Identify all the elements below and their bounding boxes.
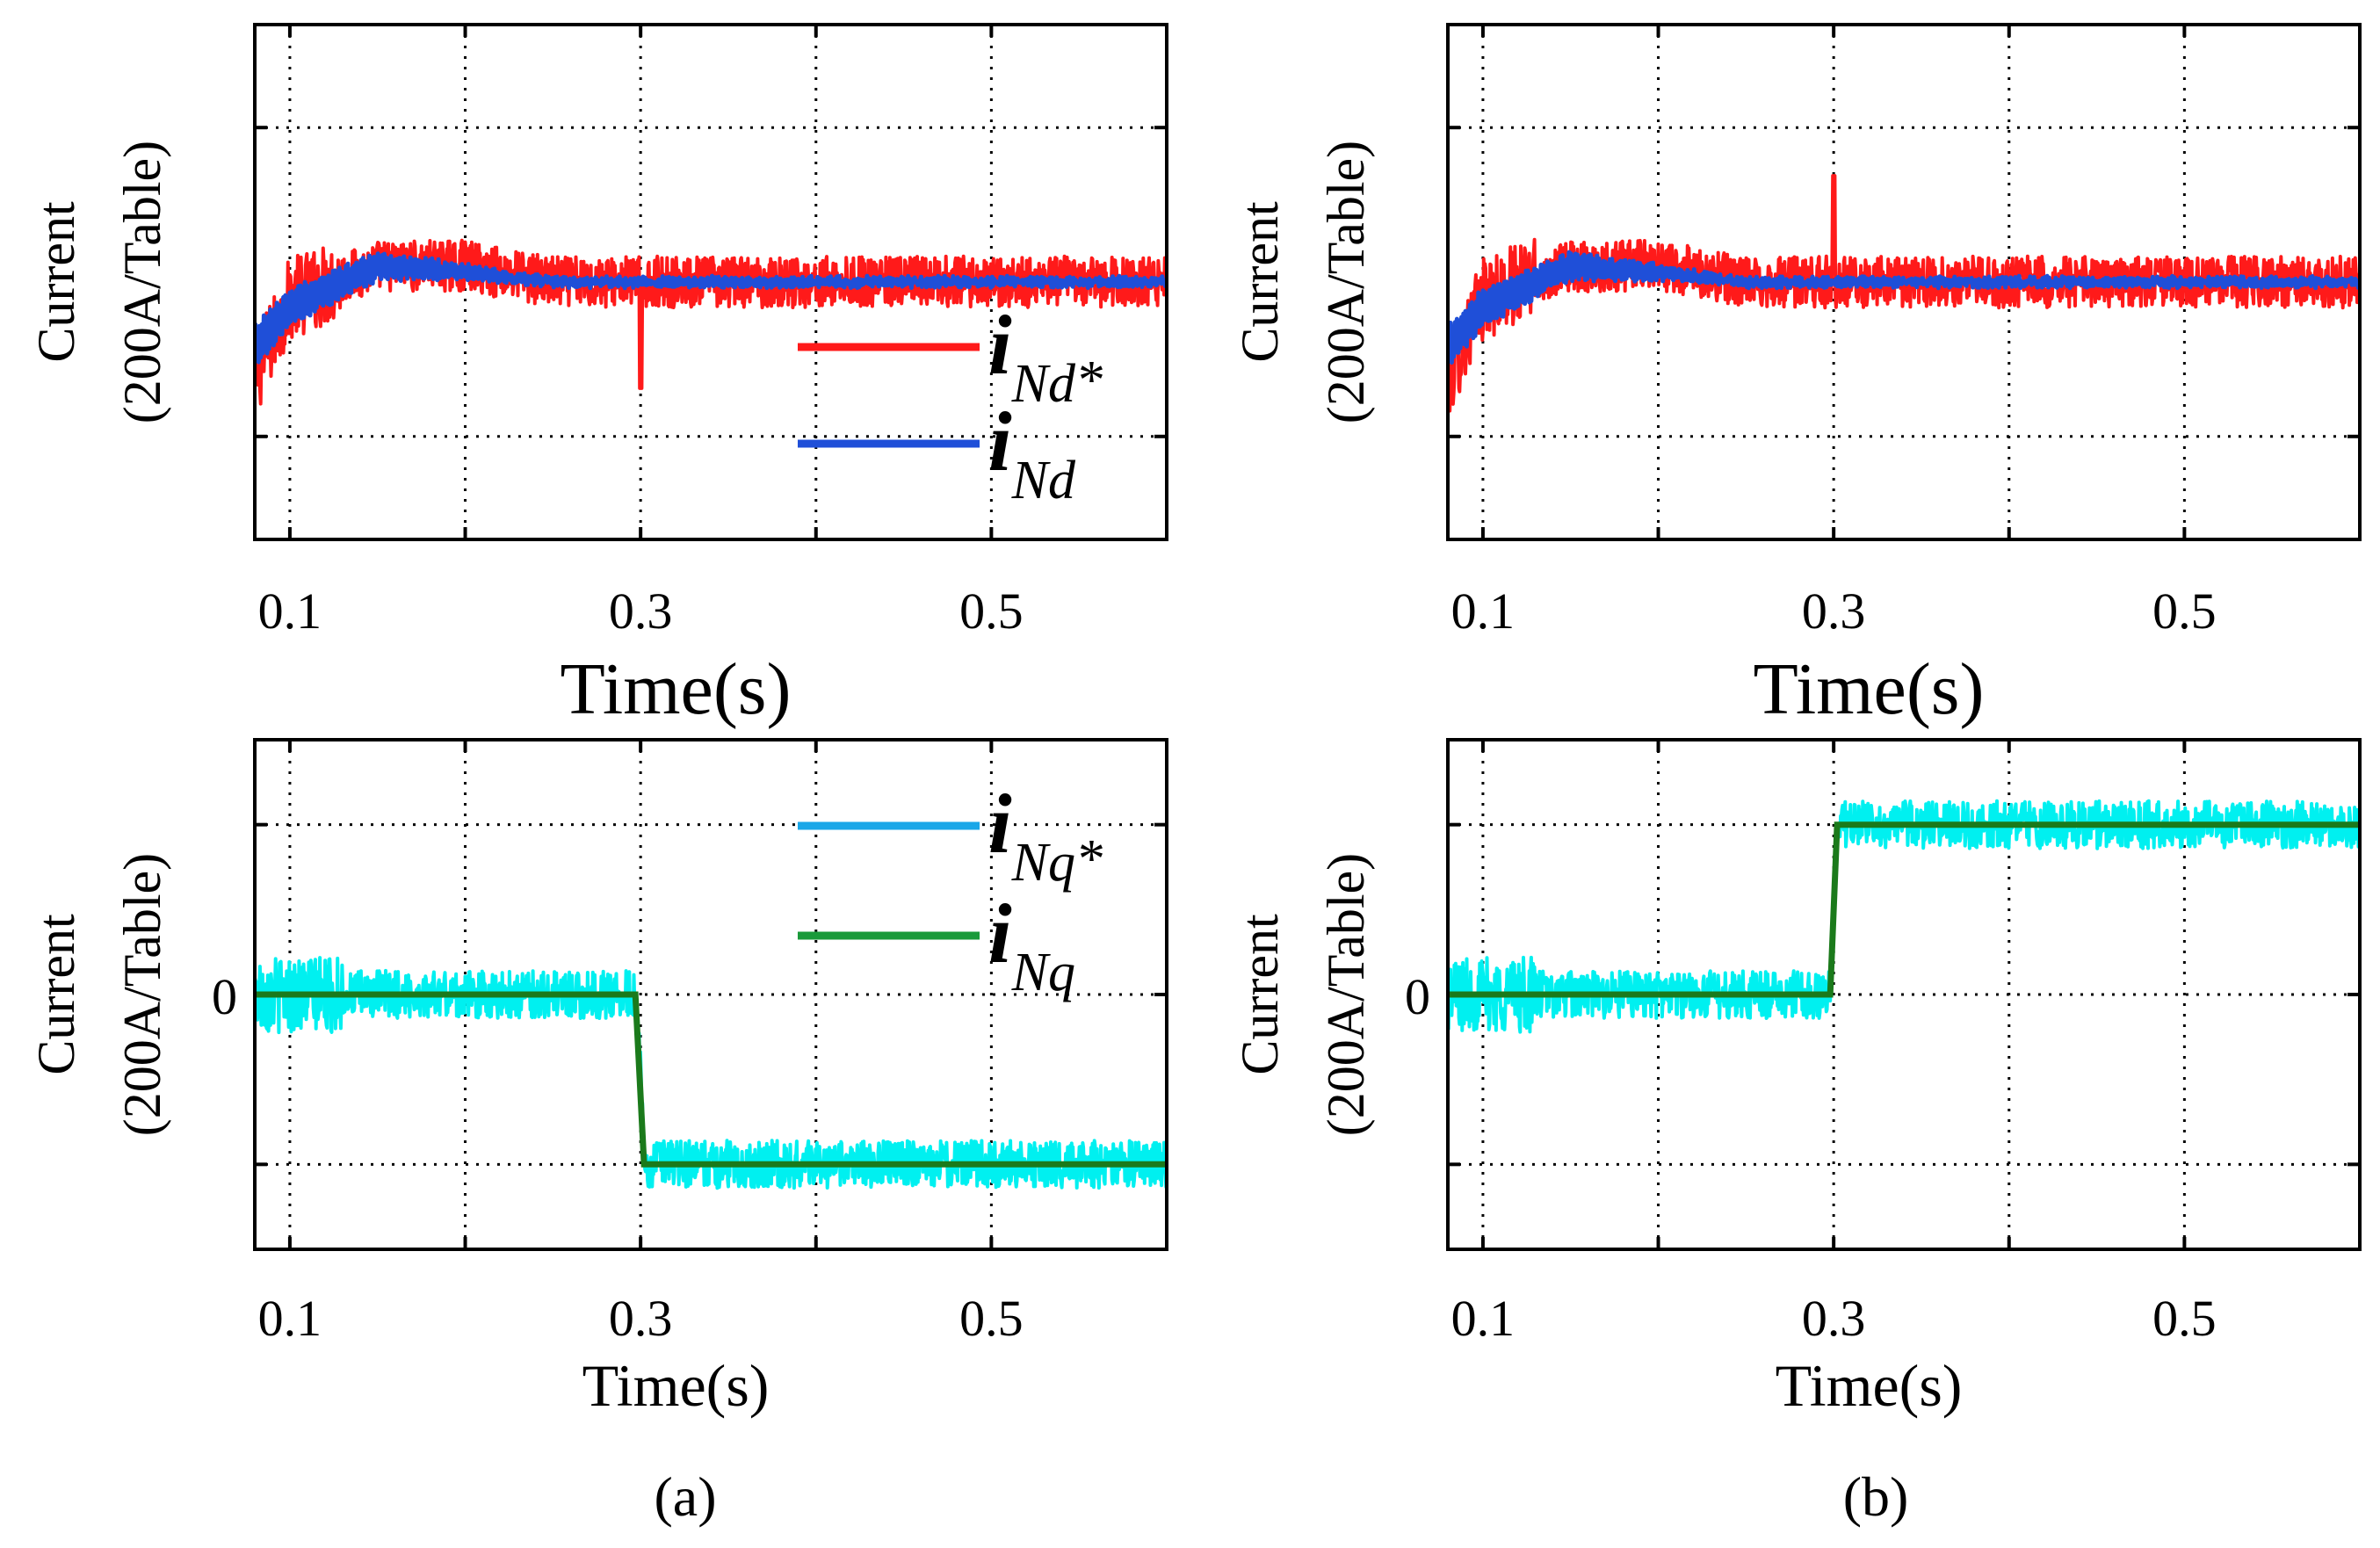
caption-a: (a)	[654, 1465, 716, 1528]
legend-entry-1: iNq	[988, 886, 1075, 1002]
y-axis-label-line-2: (200A/Table)	[113, 853, 171, 1136]
series-group	[1448, 174, 2360, 413]
x-tick-label: 0.5	[959, 1290, 1024, 1347]
chart-b-top: 0.1 0.3 0.5 Time(s) Current (200A/Table)	[1231, 23, 2362, 730]
series-line-0	[1448, 174, 2360, 413]
legend: iNq*iNq	[798, 777, 1103, 1002]
x-tick-label: 0.1	[258, 582, 322, 640]
plot-frame	[1446, 738, 2362, 1251]
x-tick-label: 0.1	[1451, 582, 1516, 640]
legend-entry-1: iNd	[988, 394, 1076, 510]
plot-frame	[253, 23, 1168, 541]
x-axis-label: Time(s)	[582, 1352, 770, 1419]
x-axis-label: Time(s)	[561, 648, 792, 730]
chart-a-bottom: 0.1 0.3 0.5 0 Time(s) Current (200A/Table) iNq*…	[27, 738, 1168, 1419]
y-axis-label-line-2: (200A/Table)	[1317, 141, 1375, 423]
x-tick-label: 0.5	[2152, 1290, 2217, 1347]
plot-frame	[253, 738, 1168, 1251]
series-line-1	[1448, 250, 2360, 365]
series-group	[255, 956, 1167, 1190]
y-axis-label-line-1: Current	[27, 914, 85, 1075]
y-axis-label-line-1: Current	[27, 201, 85, 363]
y-axis-label-line-2: (200A/Table)	[1317, 853, 1375, 1136]
x-tick-label: 0.5	[959, 582, 1024, 640]
y-tick-label: 0	[1405, 968, 1430, 1025]
series-group	[1448, 799, 2360, 1034]
grid-lines	[1448, 25, 2360, 539]
series-line-1	[1448, 821, 2360, 998]
chart-b-bottom: 0.1 0.3 0.5 0 Time(s) Current (200A/Table)	[1231, 738, 2362, 1419]
chart-a-top: 0.1 0.3 0.5 Time(s) Current (200A/Table) iNd*i…	[27, 23, 1168, 730]
legend-entry-0: iNq*	[988, 777, 1103, 893]
y-axis-label-line-1: Current	[1231, 201, 1289, 363]
x-tick-label: 0.3	[609, 1290, 673, 1347]
x-tick-label: 0.5	[2152, 582, 2217, 640]
y-tick-label: 0	[212, 968, 237, 1025]
series-line-1	[255, 251, 1167, 365]
x-axis-label: Time(s)	[1776, 1352, 1963, 1419]
caption-b: (b)	[1843, 1465, 1909, 1528]
x-tick-label: 0.3	[609, 582, 673, 640]
x-tick-label: 0.3	[1802, 582, 1866, 640]
x-tick-label: 0.3	[1802, 1290, 1866, 1347]
grid-lines	[255, 25, 1167, 539]
x-tick-label: 0.1	[1451, 1290, 1516, 1347]
series-line-1	[255, 991, 1167, 1168]
series-group	[255, 238, 1167, 406]
x-axis-label: Time(s)	[1754, 648, 1985, 730]
legend-entry-0: iNd*	[988, 298, 1103, 414]
series-line-0	[255, 956, 1167, 1190]
legend: iNd*iNd	[798, 298, 1103, 510]
plot-frame	[1446, 23, 2362, 541]
y-axis-label-line-1: Current	[1231, 914, 1289, 1075]
y-axis-label-line-2: (200A/Table)	[113, 141, 171, 423]
x-tick-label: 0.1	[258, 1290, 322, 1347]
